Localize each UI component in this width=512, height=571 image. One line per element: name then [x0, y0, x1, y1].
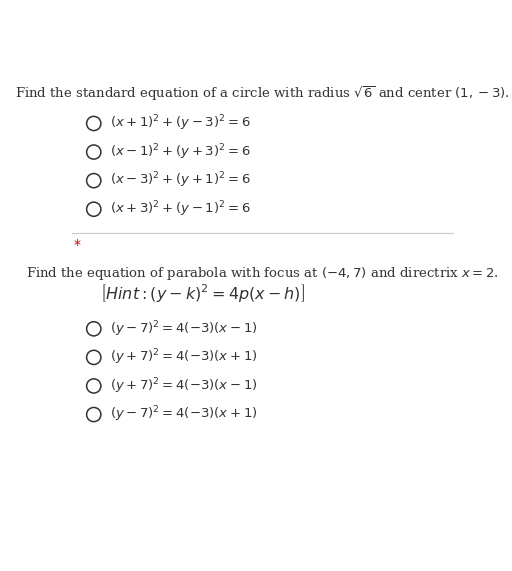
Text: $(y - 7)^2 = 4(-3)(x + 1)$: $(y - 7)^2 = 4(-3)(x + 1)$	[110, 405, 257, 424]
Text: $(x + 3)^2 + (y - 1)^2 = 6$: $(x + 3)^2 + (y - 1)^2 = 6$	[110, 199, 250, 219]
Text: $(y - 7)^2 = 4(-3)(x - 1)$: $(y - 7)^2 = 4(-3)(x - 1)$	[110, 319, 257, 339]
Text: $(y + 7)^2 = 4(-3)(x - 1)$: $(y + 7)^2 = 4(-3)(x - 1)$	[110, 376, 257, 396]
Text: $(x - 3)^2 + (y + 1)^2 = 6$: $(x - 3)^2 + (y + 1)^2 = 6$	[110, 171, 250, 191]
Text: $(x - 1)^2 + (y + 3)^2 = 6$: $(x - 1)^2 + (y + 3)^2 = 6$	[110, 142, 250, 162]
Text: $(y + 7)^2 = 4(-3)(x + 1)$: $(y + 7)^2 = 4(-3)(x + 1)$	[110, 348, 257, 367]
Text: Find the standard equation of a circle with radius $\sqrt{6}$ and center $(1,-3): Find the standard equation of a circle w…	[15, 84, 510, 103]
Text: Find the equation of parabola with focus at $(-4,7)$ and directrix $x = 2$.: Find the equation of parabola with focus…	[26, 266, 499, 283]
Text: *: *	[74, 238, 81, 252]
Text: $\left[\mathit{Hint:}(y-k)^{2}=4p(x-h)\right]$: $\left[\mathit{Hint:}(y-k)^{2}=4p(x-h)\r…	[100, 282, 305, 304]
Text: $(x + 1)^2 + (y - 3)^2 = 6$: $(x + 1)^2 + (y - 3)^2 = 6$	[110, 114, 250, 133]
